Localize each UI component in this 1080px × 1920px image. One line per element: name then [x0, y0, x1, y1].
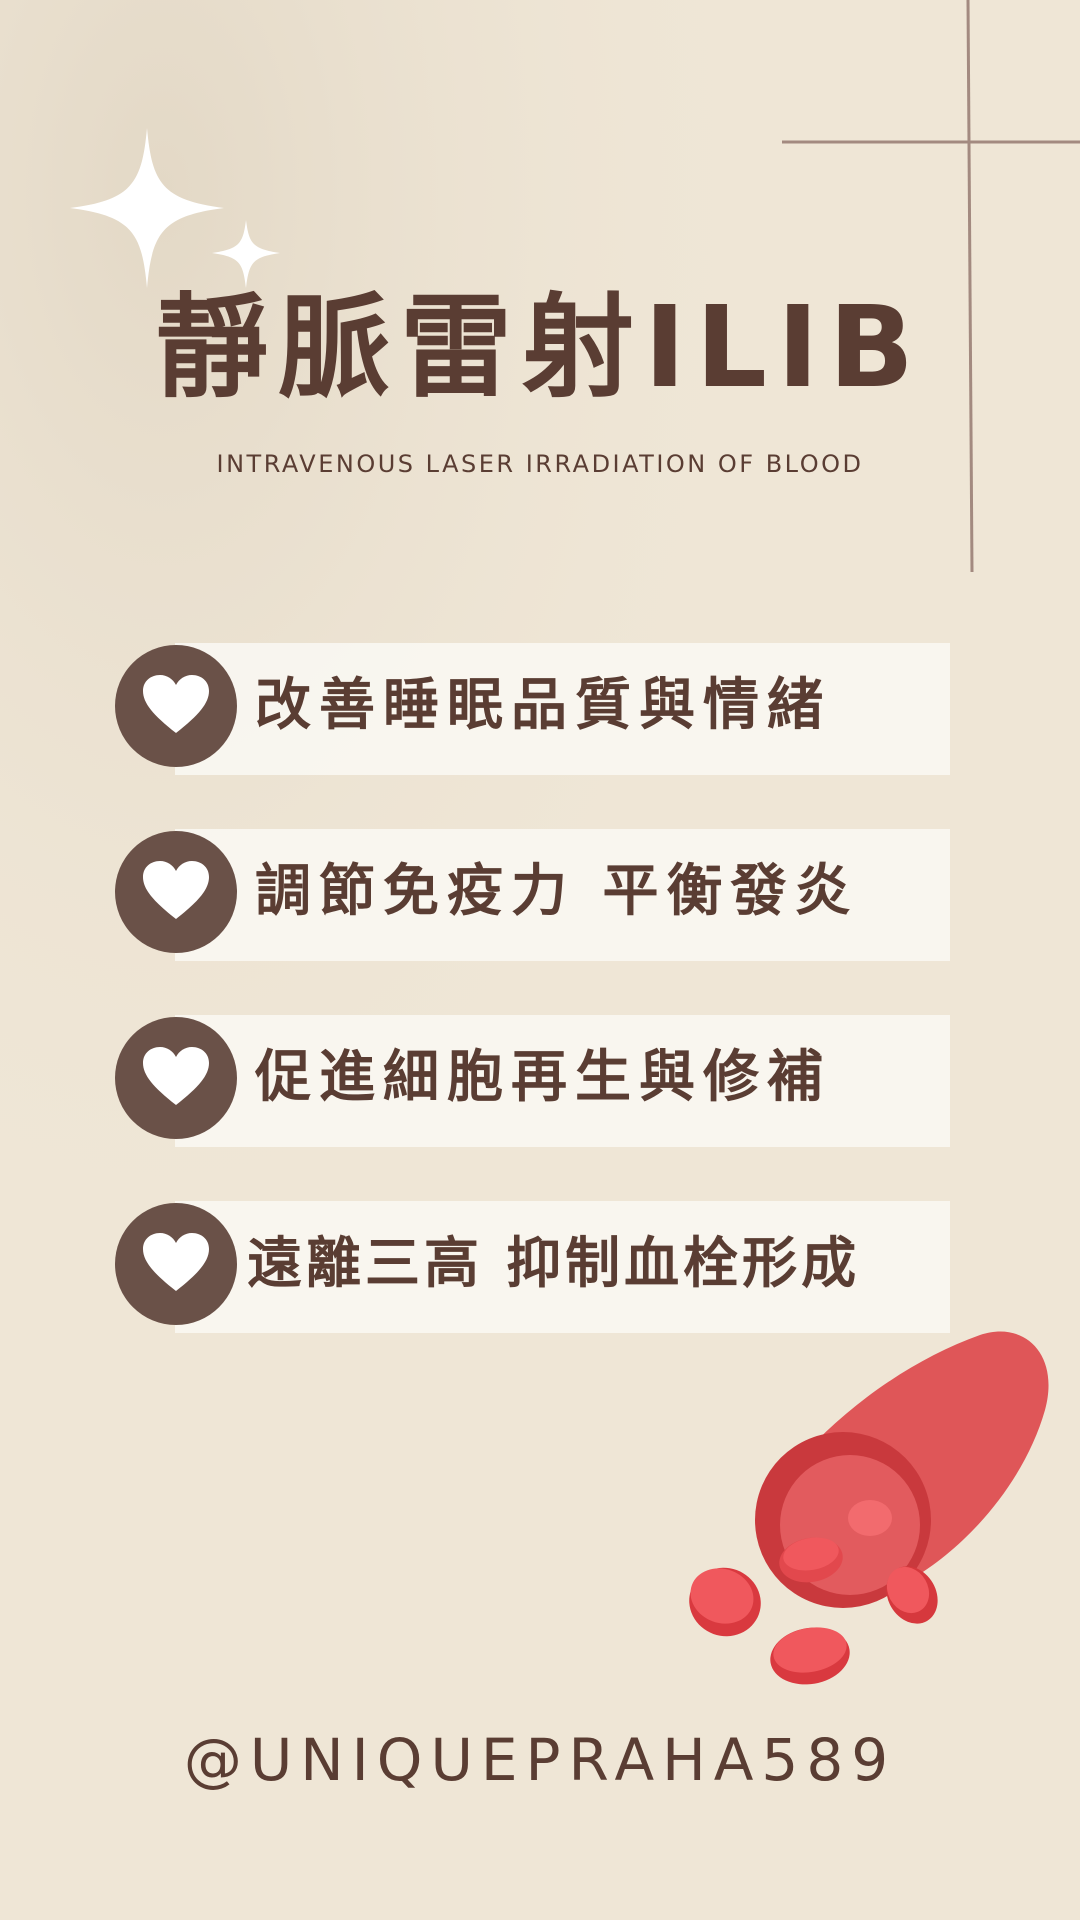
benefit-bar: [175, 1201, 950, 1333]
page-subtitle: INTRAVENOUS LASER IRRADIATION OF BLOOD: [216, 450, 864, 478]
heart-icon: [143, 675, 209, 733]
benefit-badge: [115, 1017, 237, 1139]
sparkle-icon: [70, 128, 280, 288]
heart-icon: [143, 1233, 209, 1291]
benefit-badge: [115, 1203, 237, 1325]
benefit-item: 調節免疫力 平衡發炎: [115, 826, 950, 961]
benefit-item: 促進細胞再生與修補: [115, 1012, 950, 1147]
benefit-text: 調節免疫力 平衡發炎: [255, 859, 859, 924]
benefit-bar: [175, 1015, 950, 1147]
blood-vessel-illustration: [689, 1331, 1049, 1685]
heart-icon: [143, 861, 209, 919]
benefit-text: 遠離三高 抑制血栓形成: [247, 1231, 861, 1295]
social-handle: @UNIQUEPRAHA589: [183, 1726, 897, 1794]
benefit-item: 改善睡眠品質與情緒: [115, 640, 950, 775]
benefit-bar: [175, 829, 950, 961]
corner-lines-decoration: [782, 0, 1080, 573]
benefit-text: 促進細胞再生與修補: [255, 1045, 831, 1110]
benefit-item: 遠離三高 抑制血栓形成: [115, 1198, 950, 1333]
benefit-text: 改善睡眠品質與情緒: [255, 673, 831, 738]
benefit-bar: [175, 643, 950, 775]
benefit-badge: [115, 645, 237, 767]
page-title: 靜脈雷射ILIB: [155, 283, 925, 413]
benefit-badge: [115, 831, 237, 953]
heart-icon: [143, 1047, 209, 1105]
